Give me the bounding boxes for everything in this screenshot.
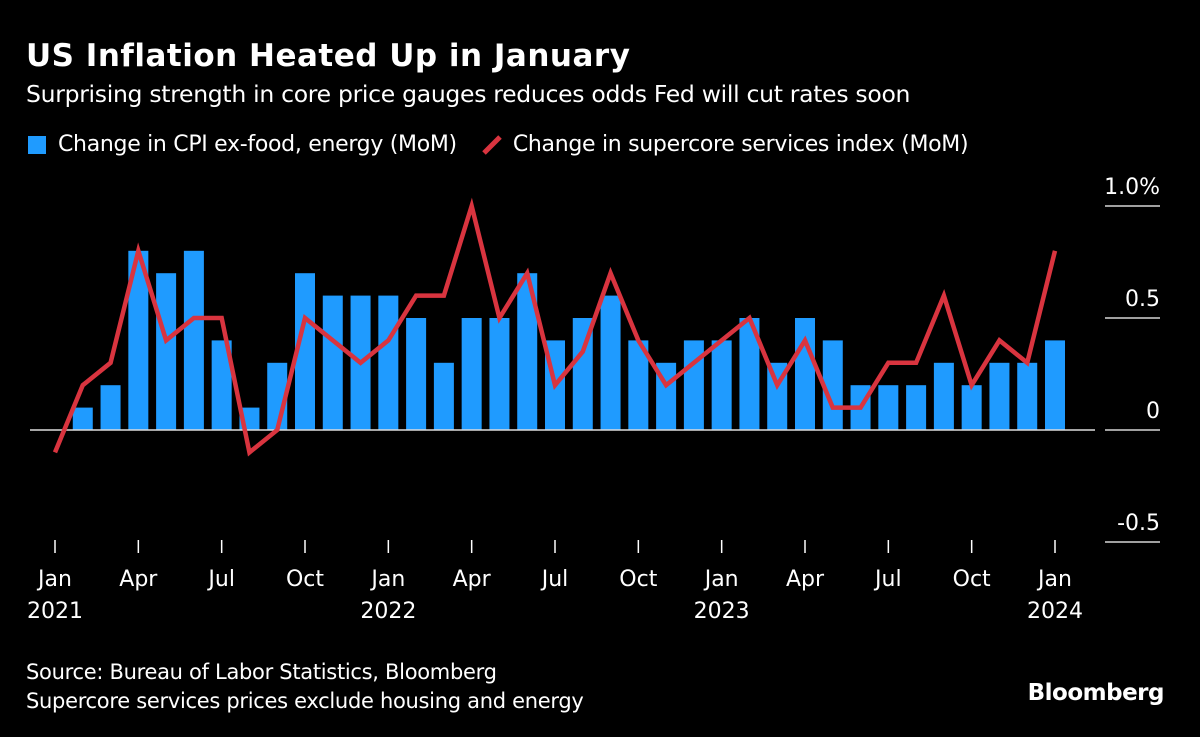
bar [489, 318, 510, 430]
bar [933, 362, 954, 430]
bar [600, 295, 621, 430]
x-tick-label: Jan [703, 567, 739, 592]
bar [878, 385, 899, 430]
x-tick-label: Apr [119, 567, 158, 592]
bar [1045, 340, 1065, 430]
bar [183, 250, 204, 430]
bar [711, 340, 732, 430]
bar [156, 273, 177, 430]
bar [295, 273, 315, 430]
x-year-label: 2023 [694, 599, 750, 624]
bar [517, 273, 538, 430]
x-tick-label: Jul [206, 567, 235, 592]
footnote: Supercore services prices exclude housin… [26, 689, 584, 713]
bar [433, 362, 454, 430]
x-year-label: 2021 [27, 599, 83, 624]
bar [322, 295, 343, 430]
bloomberg-logo: Bloomberg [1027, 680, 1165, 706]
bar [72, 407, 93, 430]
x-tick-label: Oct [953, 567, 991, 592]
y-tick-label: 0 [1146, 399, 1160, 424]
bar [906, 385, 927, 430]
y-tick-label: -0.5 [1117, 511, 1160, 536]
legend-line-label: Change in supercore services index (MoM) [512, 132, 969, 157]
bar [406, 318, 427, 430]
bar [100, 385, 121, 430]
legend: Change in CPI ex-food, energy (MoM) Chan… [28, 132, 969, 157]
chart-title: US Inflation Heated Up in January [26, 38, 631, 74]
x-tick-label: Jan [369, 567, 405, 592]
x-tick-label: Jan [36, 567, 72, 592]
legend-bar-label: Change in CPI ex-food, energy (MoM) [58, 132, 457, 157]
legend-line-swatch [482, 134, 502, 155]
bar [795, 318, 815, 430]
bar [211, 340, 232, 430]
y-tick-label: 0.5 [1125, 287, 1160, 312]
bar [1017, 362, 1038, 430]
bar [989, 362, 1010, 430]
source-note: Source: Bureau of Labor Statistics, Bloo… [26, 660, 497, 684]
legend-bar-swatch [28, 135, 46, 154]
bar [128, 250, 149, 430]
x-tick-label: Jul [540, 567, 569, 592]
x-tick-label: Jan [1036, 567, 1072, 592]
bar [378, 295, 399, 430]
bar [461, 318, 482, 430]
x-tick-label: Jul [873, 567, 902, 592]
chart-subtitle: Surprising strength in core price gauges… [26, 80, 911, 108]
x-tick-label: Oct [286, 567, 324, 592]
x-tick-label: Apr [453, 567, 492, 592]
bar [961, 385, 982, 430]
footer: Source: Bureau of Labor Statistics, Bloo… [26, 658, 584, 716]
bar [683, 340, 704, 430]
y-tick-label: 1.0% [1104, 175, 1160, 200]
x-year-label: 2024 [1027, 599, 1083, 624]
x-tick-label: Apr [786, 567, 825, 592]
bar [572, 318, 593, 430]
x-tick-label: Oct [619, 567, 657, 592]
bar [739, 318, 760, 430]
x-year-label: 2022 [360, 599, 416, 624]
bar [628, 340, 649, 430]
